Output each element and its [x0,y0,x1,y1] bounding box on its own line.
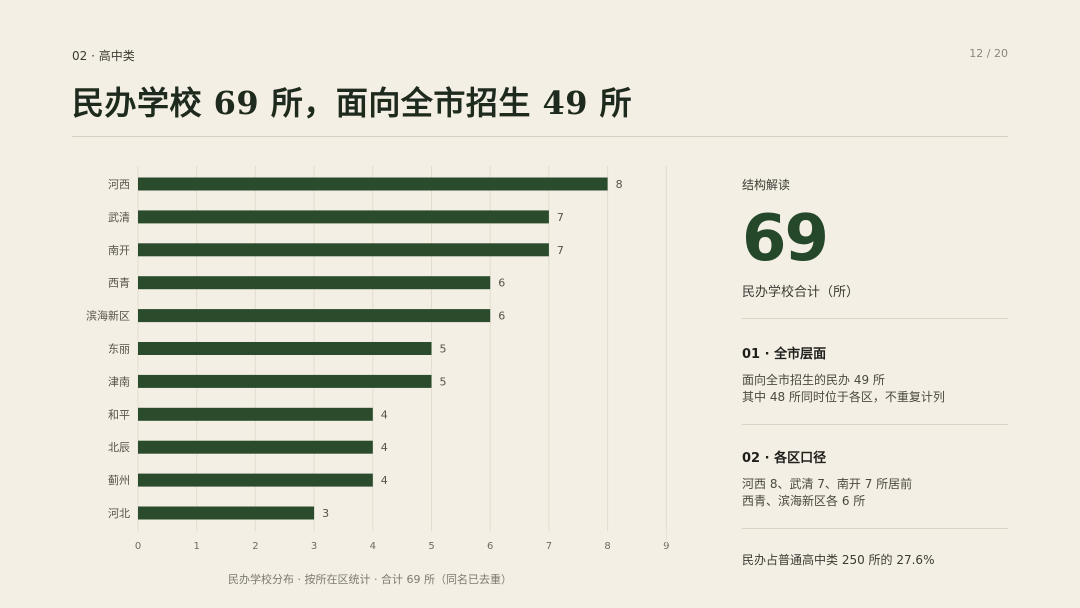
page-number: 12 / 20 [969,47,1008,60]
x-tick-label: 8 [604,541,610,552]
panel-heading: 结构解读 [742,178,791,192]
x-tick-label: 2 [252,541,258,552]
bar [138,309,491,323]
bar [138,473,373,487]
value-label: 7 [557,211,564,224]
block-text: 其中 48 所同时位于各区，不重复计列 [742,390,945,404]
bar [138,506,315,520]
value-label: 4 [381,408,388,421]
category-label: 西青 [108,277,130,290]
x-tick-label: 4 [370,541,376,552]
chart-caption: 民办学校分布 · 按所在区统计 · 合计 69 所（同名已去重） [228,573,512,586]
value-label: 4 [381,474,388,487]
top-bar: 02 · 高中类 12 / 20 [72,47,1008,63]
insight-block-2: 02 · 各区口径 河西 8、武清 7、南开 7 所居前 西青、滨海新区各 6 … [742,447,1008,510]
x-tick-label: 7 [546,541,552,552]
bar [138,210,549,224]
share-footnote: 民办占普通高中类 250 所的 27.6% [742,553,935,567]
category-label: 北辰 [108,441,130,454]
panel-divider-1 [742,318,1008,319]
bar [138,407,373,421]
category-label: 南开 [108,244,130,257]
category-label: 蓟州 [108,474,130,487]
category-label: 东丽 [108,343,130,356]
category-label: 河西 [108,178,130,191]
value-label: 7 [557,244,564,257]
title-divider [72,136,1008,137]
value-label: 6 [498,310,505,323]
bar-chart: 河西 8 武清 7 南开 7 西青 6 滨海新区 6 东丽 5 津南 5 和平 4 北辰 4 蓟州 4 河北 3 0 1 2 3 4… [86,166,669,552]
panel-divider-3 [742,528,1008,529]
bar [138,276,491,290]
x-tick-label: 3 [311,541,317,552]
value-label: 6 [498,277,505,290]
bar [138,374,432,388]
block-text: 面向全市招生的民办 49 所 [742,373,885,387]
insight-block-1: 01 · 全市层面 面向全市招生的民办 49 所 其中 48 所同时位于各区，不… [742,343,1008,406]
category-label: 河北 [108,507,130,520]
bar [138,243,549,257]
category-label: 津南 [108,375,130,388]
category-label: 滨海新区 [86,309,130,323]
category-label: 和平 [108,408,130,421]
value-label: 4 [381,441,388,454]
total-number: 69 [742,202,829,276]
value-label: 5 [440,375,447,388]
block-title: 02 · 各区口径 [742,451,827,466]
value-label: 3 [322,507,329,520]
block-title: 01 · 全市层面 [742,347,827,362]
x-tick-label: 0 [135,541,141,552]
block-text: 西青、滨海新区各 6 所 [742,494,866,508]
insight-panel: 结构解读 69 民办学校合计（所） 01 · 全市层面 面向全市招生的民办 49… [742,176,1008,568]
x-tick-label: 1 [194,541,200,552]
bar [138,177,608,191]
panel-divider-2 [742,424,1008,425]
value-label: 5 [440,343,447,356]
bar [138,440,373,454]
block-text: 河西 8、武清 7、南开 7 所居前 [742,477,913,491]
page-title: 民办学校 69 所，面向全市招生 49 所 [72,84,633,122]
value-label: 8 [616,178,623,191]
section-label: 02 · 高中类 [72,49,135,63]
bar [138,342,432,355]
category-label: 武清 [108,211,130,224]
panel-divider [666,168,667,548]
total-label: 民办学校合计（所） [742,285,860,300]
x-tick-label: 6 [487,541,493,552]
x-tick-label: 5 [428,541,434,552]
